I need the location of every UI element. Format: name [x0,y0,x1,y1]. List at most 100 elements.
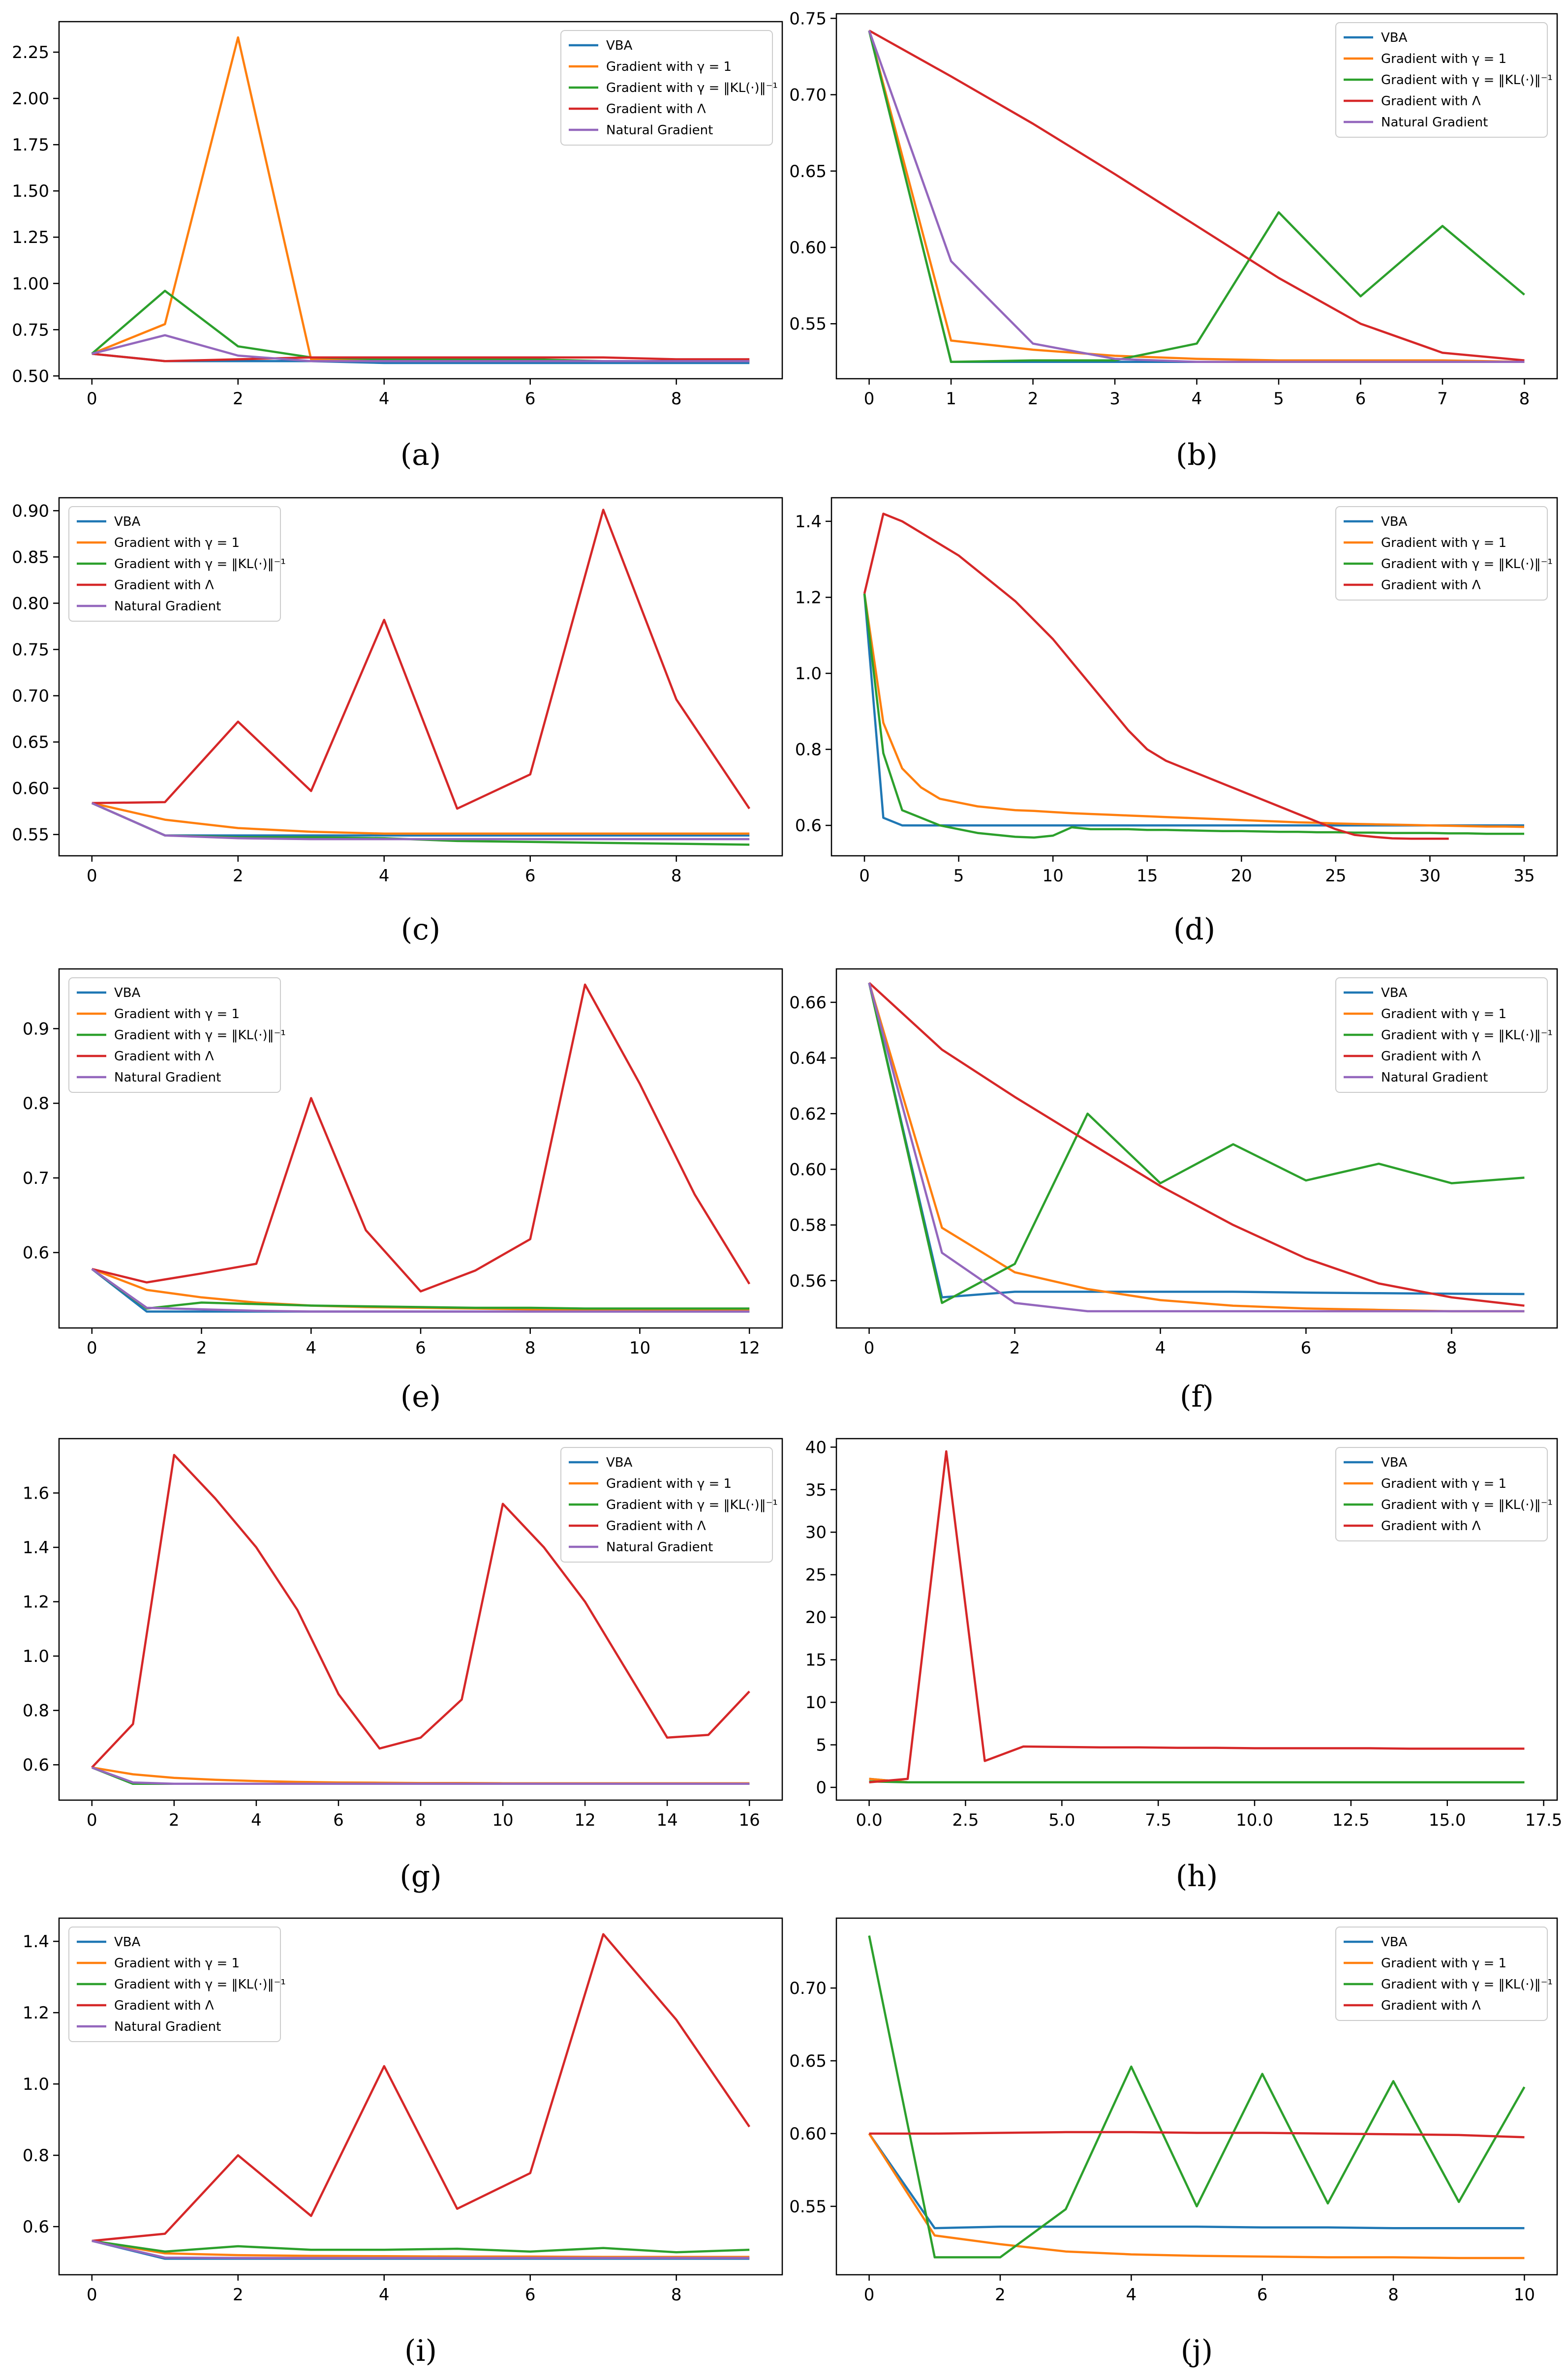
y-tick-label: 1.0 [23,1647,49,1666]
y-tick-label: 0.85 [12,547,49,567]
x-tick-label: 10 [1043,866,1064,886]
legend: VBA Gradient with γ = 1 Gradient with γ = … [1335,1447,1553,1541]
x-tick-label: 35 [1513,866,1535,886]
series-line-2 [868,30,1525,363]
y-tick-label: 1.4 [23,1932,49,1952]
x-tick-label: 4 [306,1338,316,1358]
legend: VBA Gradient with γ = 1 Gradient with γ = … [560,30,778,146]
x-tick-label: 15.0 [1429,1810,1466,1830]
series-line-1 [92,802,750,835]
chart-panel-6: 0 2 4 6 8 10 12 14 16 0.6 0.8 1.0 1.2 1.4 1.6 VBA Gradie… [23,1438,783,1894]
panel-label: (e) [400,1380,441,1414]
chart-panel-2: 0 2 4 6 8 0.55 0.60 0.65 0.70 0.75 0.80 0.85 0.90 VBA… [12,497,783,947]
legend: VBA Gradient with γ = 1 Gradient with γ = … [68,977,286,1093]
y-tick-label: 0.65 [789,2051,827,2071]
y-tick-label: 0.8 [795,740,822,760]
series-line-4 [92,1766,750,1785]
legend-label: Natural Gradient [606,123,713,138]
panel-label: (g) [399,1859,441,1894]
legend-label: Natural Gradient [606,1540,713,1555]
y-tick-label: 1.4 [795,512,822,532]
series-line-1 [92,1766,750,1784]
y-tick-label: 0.56 [789,1271,827,1291]
series-line-2 [91,290,750,362]
series-line-3 [92,983,751,1293]
chart-panel-4: 0 2 4 6 8 10 12 0.6 0.7 0.8 0.9 VBA Gradient with γ … [23,968,783,1414]
legend-box [560,1447,773,1563]
y-tick-label: 1.6 [23,1484,49,1504]
x-tick-label: 12 [739,1338,760,1358]
x-tick-label: 2 [169,1810,180,1830]
legend-label: Gradient with γ = 1 [114,1007,240,1022]
y-tick-label: 2.00 [12,89,49,109]
chart-panel-7: 0.0 2.5 5.0 7.5 10.0 12.5 15.0 17.5 0 5 10 15 20 25 30… [805,1438,1563,1894]
x-tick-label: 8 [671,389,682,409]
legend-label: VBA [1381,986,1408,1000]
y-tick-label: 0.7 [23,1169,49,1188]
legend-label: Gradient with γ = 1 [606,1476,732,1491]
series-line-3 [868,30,1525,362]
legend-label: Gradient with γ = ‖KL(·)‖⁻¹ [1381,1028,1553,1043]
legend-box [68,977,281,1093]
x-tick-label: 12.5 [1332,1810,1370,1830]
legend-label: Gradient with γ = ‖KL(·)‖⁻¹ [606,1498,778,1512]
legend: VBA Gradient with γ = 1 Gradient with γ = … [560,1447,778,1563]
x-tick-label: 2 [233,866,244,886]
x-tick-label: 5 [1273,389,1284,409]
y-tick-label: 0.8 [23,1701,49,1721]
series-line-1 [868,2133,1525,2259]
y-tick-label: 0.65 [789,162,827,181]
x-tick-label: 6 [1257,2285,1268,2305]
x-tick-label: 5.0 [1048,1810,1075,1830]
legend: VBA Gradient with γ = 1 Gradient with γ = … [68,506,286,622]
legend-label: VBA [1381,1935,1408,1950]
y-tick-label: 0.6 [23,1243,49,1263]
legend-label: Gradient with γ = ‖KL(·)‖⁻¹ [1381,1977,1553,1992]
y-tick-label: 5 [816,1736,827,1755]
series-line-2 [92,2239,750,2254]
x-tick-label: 2.5 [952,1810,979,1830]
legend: VBA Gradient with γ = 1 Gradient with γ = … [1335,506,1553,601]
x-tick-label: 6 [333,1810,344,1830]
x-tick-label: 0 [87,1810,97,1830]
axes-frame [835,1438,1558,1801]
y-tick-label: 0.60 [789,1160,827,1179]
y-tick-label: 0.55 [789,314,827,334]
y-tick-label: 0.6 [23,2217,49,2237]
series-line-2 [868,982,1525,1304]
legend: VBA Gradient with γ = 1 Gradient with γ = … [1335,22,1553,138]
y-tick-label: 1.2 [23,1593,49,1612]
x-tick-label: 10 [492,1810,513,1830]
legend-label: VBA [606,1455,633,1470]
legend-label: Gradient with γ = ‖KL(·)‖⁻¹ [114,1977,286,1992]
x-tick-label: 0 [87,2285,97,2305]
x-tick-label: 0 [864,1338,875,1358]
legend-label: Gradient with Λ [1381,578,1481,593]
x-tick-label: 8 [671,2285,682,2305]
series-line-0 [863,593,1524,827]
legend-box [1335,22,1548,138]
legend-label: Gradient with γ = ‖KL(·)‖⁻¹ [1381,557,1553,572]
y-tick-label: 0.66 [789,993,827,1013]
x-tick-label: 6 [1301,1338,1312,1358]
y-tick-label: 20 [805,1608,827,1627]
series-line-3 [869,1450,1525,1783]
series-line-3 [91,1453,750,1769]
y-tick-label: 0.70 [12,687,49,706]
legend-label: Gradient with γ = ‖KL(·)‖⁻¹ [606,81,778,95]
legend-label: Gradient with γ = 1 [1381,1956,1506,1971]
x-tick-label: 4 [251,1810,262,1830]
y-tick-label: 0.6 [23,1755,49,1775]
x-tick-label: 4 [379,389,390,409]
x-tick-label: 0 [864,2285,875,2305]
y-tick-label: 1.4 [23,1538,49,1558]
series-line-3 [92,509,751,810]
y-tick-label: 0.70 [789,86,827,105]
legend-label: VBA [1381,514,1408,529]
legend-label: Gradient with γ = 1 [1381,52,1506,66]
axes-frame [835,968,1558,1329]
x-tick-label: 5 [953,866,964,886]
y-tick-label: 1.75 [12,135,49,155]
legend-label: VBA [606,38,633,53]
x-tick-label: 0.0 [856,1810,883,1830]
